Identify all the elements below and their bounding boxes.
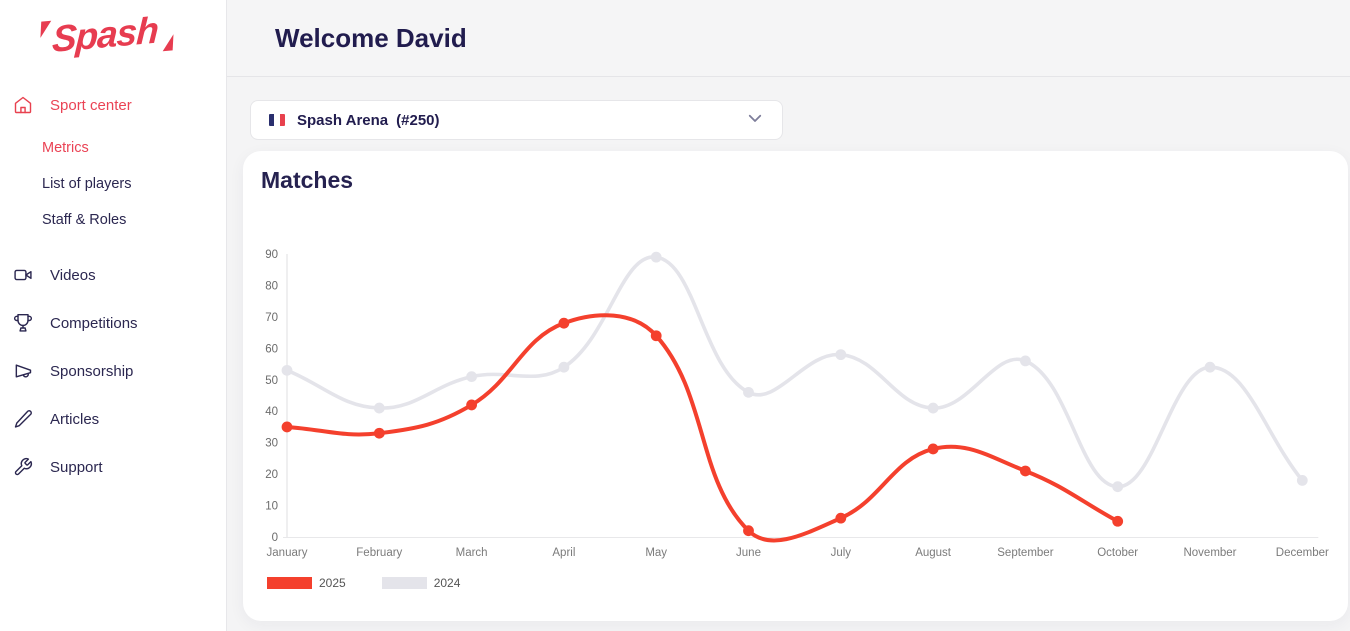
svg-text:March: March	[456, 547, 488, 559]
sidebar-item-staff-roles[interactable]: Staff & Roles	[42, 202, 226, 238]
svg-text:0: 0	[272, 532, 278, 544]
chart-title: Matches	[261, 167, 354, 193]
chart-legend: 2025 2024	[267, 576, 496, 590]
page-title: Welcome David	[275, 22, 467, 53]
main-area: Welcome David Spash Arena (#250) Matches…	[227, 0, 1350, 631]
svg-text:50: 50	[265, 375, 278, 387]
svg-text:30: 30	[265, 438, 278, 450]
trophy-icon	[12, 312, 34, 334]
pencil-icon	[12, 408, 34, 430]
sidebar-item-label: Articles	[50, 410, 100, 428]
topbar: Welcome David	[227, 0, 1350, 77]
svg-text:April: April	[552, 547, 575, 559]
svg-text:January: January	[267, 547, 308, 559]
svg-text:December: December	[1276, 547, 1329, 559]
sidebar-item-videos[interactable]: Videos	[0, 252, 226, 298]
sidebar-item-label: Videos	[50, 266, 96, 284]
svg-text:80: 80	[265, 280, 278, 292]
svg-text:February: February	[356, 547, 402, 559]
svg-text:August: August	[915, 547, 952, 559]
svg-text:60: 60	[265, 343, 278, 355]
legend-label-2025[interactable]: 2025	[319, 576, 346, 590]
sidebar-item-label: Staff & Roles	[42, 212, 127, 228]
megaphone-icon	[12, 360, 34, 382]
venue-number: (#250)	[396, 111, 440, 129]
sidebar-item-support[interactable]: Support	[0, 444, 226, 490]
svg-text:70: 70	[265, 312, 278, 324]
matches-card: Matches 0 10 20 30 40 50 60 70 80 90 January Februa…	[243, 151, 1348, 621]
svg-text:May: May	[645, 547, 667, 559]
svg-text:October: October	[1097, 547, 1138, 559]
legend-swatch-2024[interactable]	[381, 577, 427, 589]
svg-text:10: 10	[265, 501, 278, 513]
sidebar-item-label: Metrics	[42, 140, 89, 156]
legend-swatch-2025[interactable]	[267, 577, 312, 589]
wrench-icon	[12, 456, 34, 478]
legend-label-2024[interactable]: 2024	[433, 576, 461, 590]
spash-logo: Spash	[51, 9, 163, 61]
svg-text:40: 40	[265, 406, 278, 418]
sidebar-item-competitions[interactable]: Competitions	[0, 300, 226, 346]
chevron-down-icon	[746, 109, 764, 132]
svg-text:July: July	[831, 547, 852, 559]
venue-name: Spash Arena	[297, 111, 389, 129]
sidebar-item-sponsorship[interactable]: Sponsorship	[0, 348, 226, 394]
sidebar-item-sport-center[interactable]: Sport center	[0, 82, 226, 128]
video-camera-icon	[12, 264, 34, 286]
home-icon	[12, 94, 34, 116]
french-flag-icon	[269, 114, 285, 126]
venue-select[interactable]: Spash Arena (#250)	[250, 100, 783, 140]
matches-chart: 0 10 20 30 40 50 60 70 80 90 January February March A…	[265, 249, 1329, 559]
sidebar-item-label: Support	[50, 458, 103, 476]
sport-center-subnav: Metrics List of players Staff & Roles	[0, 130, 226, 238]
sidebar: Spash Sport center Metrics List of playe…	[0, 0, 227, 631]
svg-text:20: 20	[265, 469, 278, 481]
svg-text:June: June	[736, 547, 761, 559]
sidebar-item-label: Sponsorship	[50, 362, 134, 380]
svg-text:September: September	[997, 547, 1053, 559]
sidebar-item-label: Competitions	[50, 314, 138, 332]
sidebar-item-metrics[interactable]: Metrics	[42, 130, 226, 166]
content: Spash Arena (#250) Matches 0 10 20 30 40 50 60…	[227, 77, 1350, 631]
sidebar-item-label: Sport center	[50, 96, 132, 114]
sidebar-item-label: List of players	[42, 176, 132, 192]
svg-text:90: 90	[265, 249, 278, 261]
sidebar-item-articles[interactable]: Articles	[0, 396, 226, 442]
svg-text:November: November	[1183, 547, 1236, 559]
sidebar-item-list-of-players[interactable]: List of players	[42, 166, 226, 202]
